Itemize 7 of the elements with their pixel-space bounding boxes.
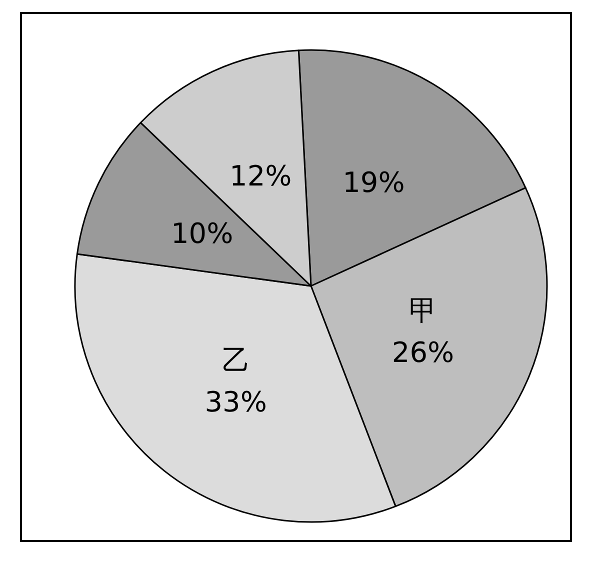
data-label: 33% xyxy=(204,385,267,418)
data-label: 19% xyxy=(342,166,405,199)
data-label: 26% xyxy=(392,336,454,370)
slice-label: 乙 xyxy=(222,343,250,376)
slice-label: 甲 xyxy=(409,294,438,328)
data-label: 12% xyxy=(230,159,292,192)
data-label: 10% xyxy=(170,216,234,250)
